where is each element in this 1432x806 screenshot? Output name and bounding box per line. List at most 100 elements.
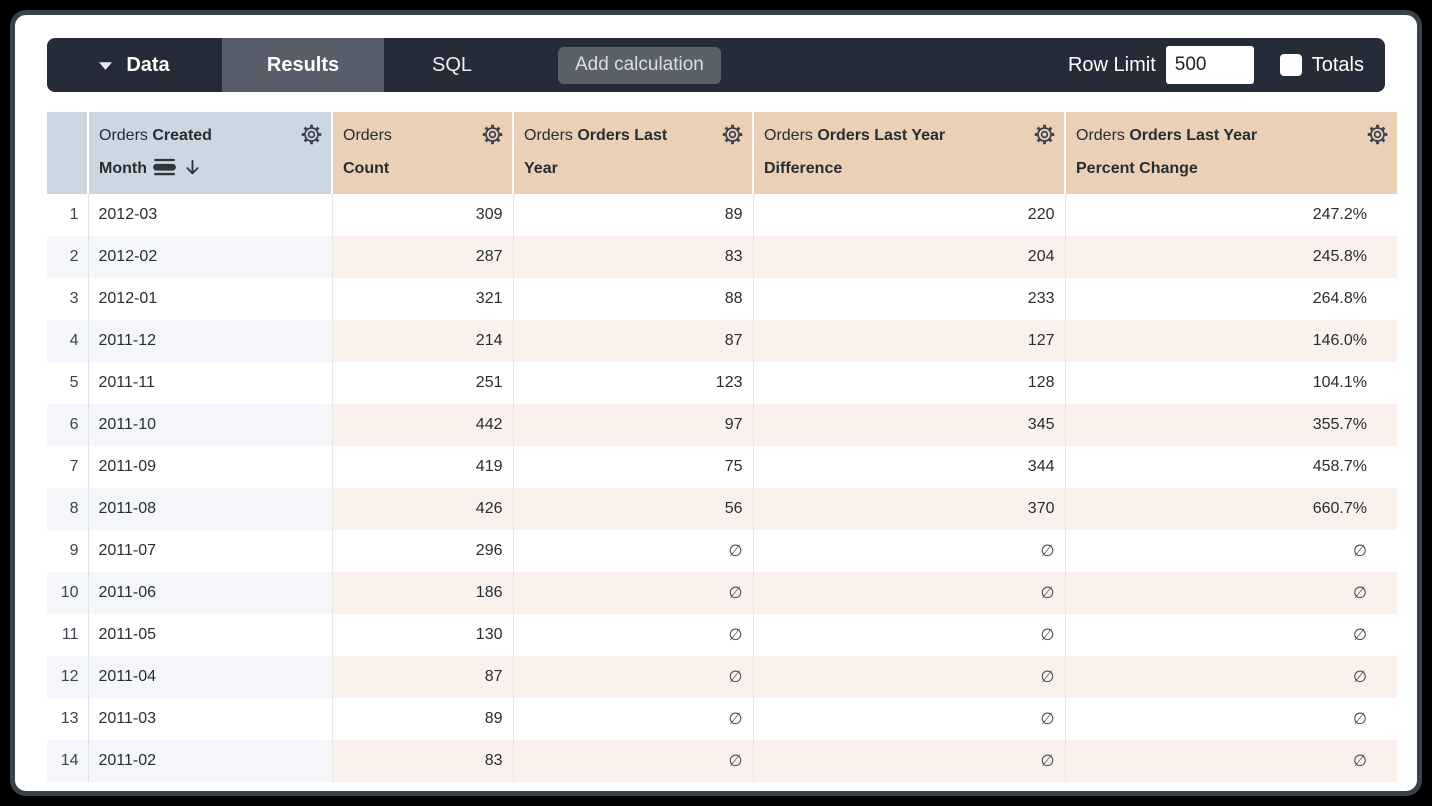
orders-last-year-cell[interactable]: 87: [513, 320, 754, 362]
gear-icon[interactable]: [481, 123, 504, 146]
created-month-cell[interactable]: 2011-10: [88, 404, 333, 446]
count-cell[interactable]: 251: [332, 362, 514, 404]
add-calculation-button[interactable]: Add calculation: [558, 46, 721, 84]
orders-last-year-cell[interactable]: 83: [513, 236, 754, 278]
created-month-cell[interactable]: 2012-02: [88, 236, 333, 278]
difference-cell[interactable]: 344: [753, 446, 1066, 488]
orders-last-year-cell[interactable]: 89: [513, 194, 754, 236]
orders-last-year-cell[interactable]: 97: [513, 404, 754, 446]
percent-change-cell[interactable]: ∅: [1353, 543, 1367, 560]
count-cell[interactable]: 296: [332, 530, 514, 572]
difference-cell[interactable]: ∅: [753, 698, 1066, 740]
percent-change-cell[interactable]: 660.7%: [1065, 488, 1397, 530]
percent-change-cell[interactable]: 245.8%: [1065, 236, 1397, 278]
row-number-cell: 2: [47, 236, 89, 278]
difference-cell[interactable]: ∅: [753, 572, 1066, 614]
count-cell[interactable]: 419: [332, 446, 514, 488]
created-month-cell[interactable]: 2011-04: [88, 656, 333, 698]
percent-change-cell[interactable]: ∅: [1065, 572, 1397, 614]
row-number-cell: 14: [47, 740, 89, 782]
row-number-cell: 8: [47, 488, 89, 530]
totals-checkbox[interactable]: [1279, 54, 1302, 76]
difference-cell[interactable]: 127: [753, 320, 1066, 362]
tab-data[interactable]: Data: [47, 38, 222, 92]
created-month-cell[interactable]: 2011-07: [88, 530, 333, 572]
count-cell[interactable]: 426: [332, 488, 514, 530]
difference-cell[interactable]: ∅: [753, 530, 1066, 572]
row-number-cell: 13: [47, 698, 89, 740]
column-header-orders-last-year-difference[interactable]: Orders Orders Last Year Difference: [753, 112, 1066, 194]
gear-icon[interactable]: [1366, 123, 1389, 146]
table-row: 8 2011-08 426 56 370 660.7%: [47, 488, 1397, 530]
created-month-cell[interactable]: 2011-02: [88, 740, 333, 782]
count-cell[interactable]: 87: [332, 656, 514, 698]
difference-cell[interactable]: 220: [753, 194, 1066, 236]
table-row: 5 2011-11 251 123 128 104.1%: [47, 362, 1397, 404]
difference-cell[interactable]: 204: [753, 236, 1066, 278]
difference-cell[interactable]: 370: [753, 488, 1066, 530]
percent-change-cell[interactable]: 458.7%: [1312, 458, 1367, 475]
tab-sql[interactable]: SQL: [384, 38, 520, 92]
orders-last-year-cell[interactable]: ∅: [513, 656, 754, 698]
table-row: 1 2012-03 309 89 220 247.2%: [47, 194, 1397, 236]
orders-last-year-cell[interactable]: ∅: [513, 530, 754, 572]
created-month-cell[interactable]: 2012-01: [88, 278, 333, 320]
gear-icon[interactable]: [721, 123, 744, 146]
percent-change-cell[interactable]: 355.7%: [1065, 404, 1397, 446]
difference-cell[interactable]: 128: [753, 362, 1066, 404]
orders-last-year-cell[interactable]: ∅: [513, 740, 754, 782]
count-cell[interactable]: 214: [332, 320, 514, 362]
table-row: 13 2011-03 89 ∅ ∅ ∅: [47, 698, 1397, 740]
percent-change-cell[interactable]: 146.0%: [1065, 320, 1397, 362]
count-cell[interactable]: 287: [332, 236, 514, 278]
orders-last-year-cell[interactable]: ∅: [513, 572, 754, 614]
row-number-cell: 3: [47, 278, 89, 320]
percent-change-cell[interactable]: 247.2%: [1312, 206, 1367, 223]
percent-change-cell[interactable]: ∅: [1353, 627, 1367, 644]
difference-cell[interactable]: 233: [753, 278, 1066, 320]
column-header-created-month[interactable]: Orders Created Month: [88, 112, 333, 194]
difference-cell[interactable]: ∅: [753, 656, 1066, 698]
created-month-cell[interactable]: 2012-03: [88, 194, 333, 236]
column-header-count[interactable]: Orders Count: [332, 112, 514, 194]
created-month-cell[interactable]: 2011-11: [88, 362, 333, 404]
created-month-cell[interactable]: 2011-05: [88, 614, 333, 656]
count-cell[interactable]: 309: [332, 194, 514, 236]
tab-results[interactable]: Results: [222, 38, 384, 92]
orders-last-year-cell[interactable]: 75: [513, 446, 754, 488]
orders-last-year-cell[interactable]: ∅: [513, 614, 754, 656]
row-limit-input[interactable]: [1165, 46, 1254, 84]
percent-change-cell[interactable]: 264.8%: [1312, 290, 1367, 307]
count-cell[interactable]: 442: [332, 404, 514, 446]
orders-last-year-cell[interactable]: 88: [513, 278, 754, 320]
created-month-cell[interactable]: 2011-03: [88, 698, 333, 740]
created-month-cell[interactable]: 2011-09: [88, 446, 333, 488]
column-header-orders-last-year[interactable]: Orders Orders Last Year: [513, 112, 754, 194]
difference-cell[interactable]: ∅: [753, 740, 1066, 782]
percent-change-cell[interactable]: ∅: [1065, 656, 1397, 698]
count-cell[interactable]: 130: [332, 614, 514, 656]
table-row: 3 2012-01 321 88 233 264.8%: [47, 278, 1397, 320]
percent-change-cell[interactable]: ∅: [1065, 740, 1397, 782]
gear-icon[interactable]: [300, 123, 323, 146]
orders-last-year-cell[interactable]: 123: [513, 362, 754, 404]
count-cell[interactable]: 321: [332, 278, 514, 320]
created-month-cell[interactable]: 2011-08: [88, 488, 333, 530]
percent-change-cell[interactable]: ∅: [1353, 711, 1367, 728]
count-cell[interactable]: 83: [332, 740, 514, 782]
column-prefix: Orders: [1076, 127, 1125, 144]
orders-last-year-cell[interactable]: 56: [513, 488, 754, 530]
difference-cell[interactable]: ∅: [753, 614, 1066, 656]
percent-change-cell[interactable]: 104.1%: [1312, 374, 1367, 391]
column-header-orders-last-year-percent-change[interactable]: Orders Orders Last Year Percent Change: [1065, 112, 1397, 194]
table-row: 12 2011-04 87 ∅ ∅ ∅: [47, 656, 1397, 698]
row-number-cell: 6: [47, 404, 89, 446]
gear-icon[interactable]: [1033, 123, 1056, 146]
orders-last-year-cell[interactable]: ∅: [513, 698, 754, 740]
tab-results-label: Results: [266, 53, 340, 76]
count-cell[interactable]: 186: [332, 572, 514, 614]
created-month-cell[interactable]: 2011-12: [88, 320, 333, 362]
difference-cell[interactable]: 345: [753, 404, 1066, 446]
created-month-cell[interactable]: 2011-06: [88, 572, 333, 614]
count-cell[interactable]: 89: [332, 698, 514, 740]
